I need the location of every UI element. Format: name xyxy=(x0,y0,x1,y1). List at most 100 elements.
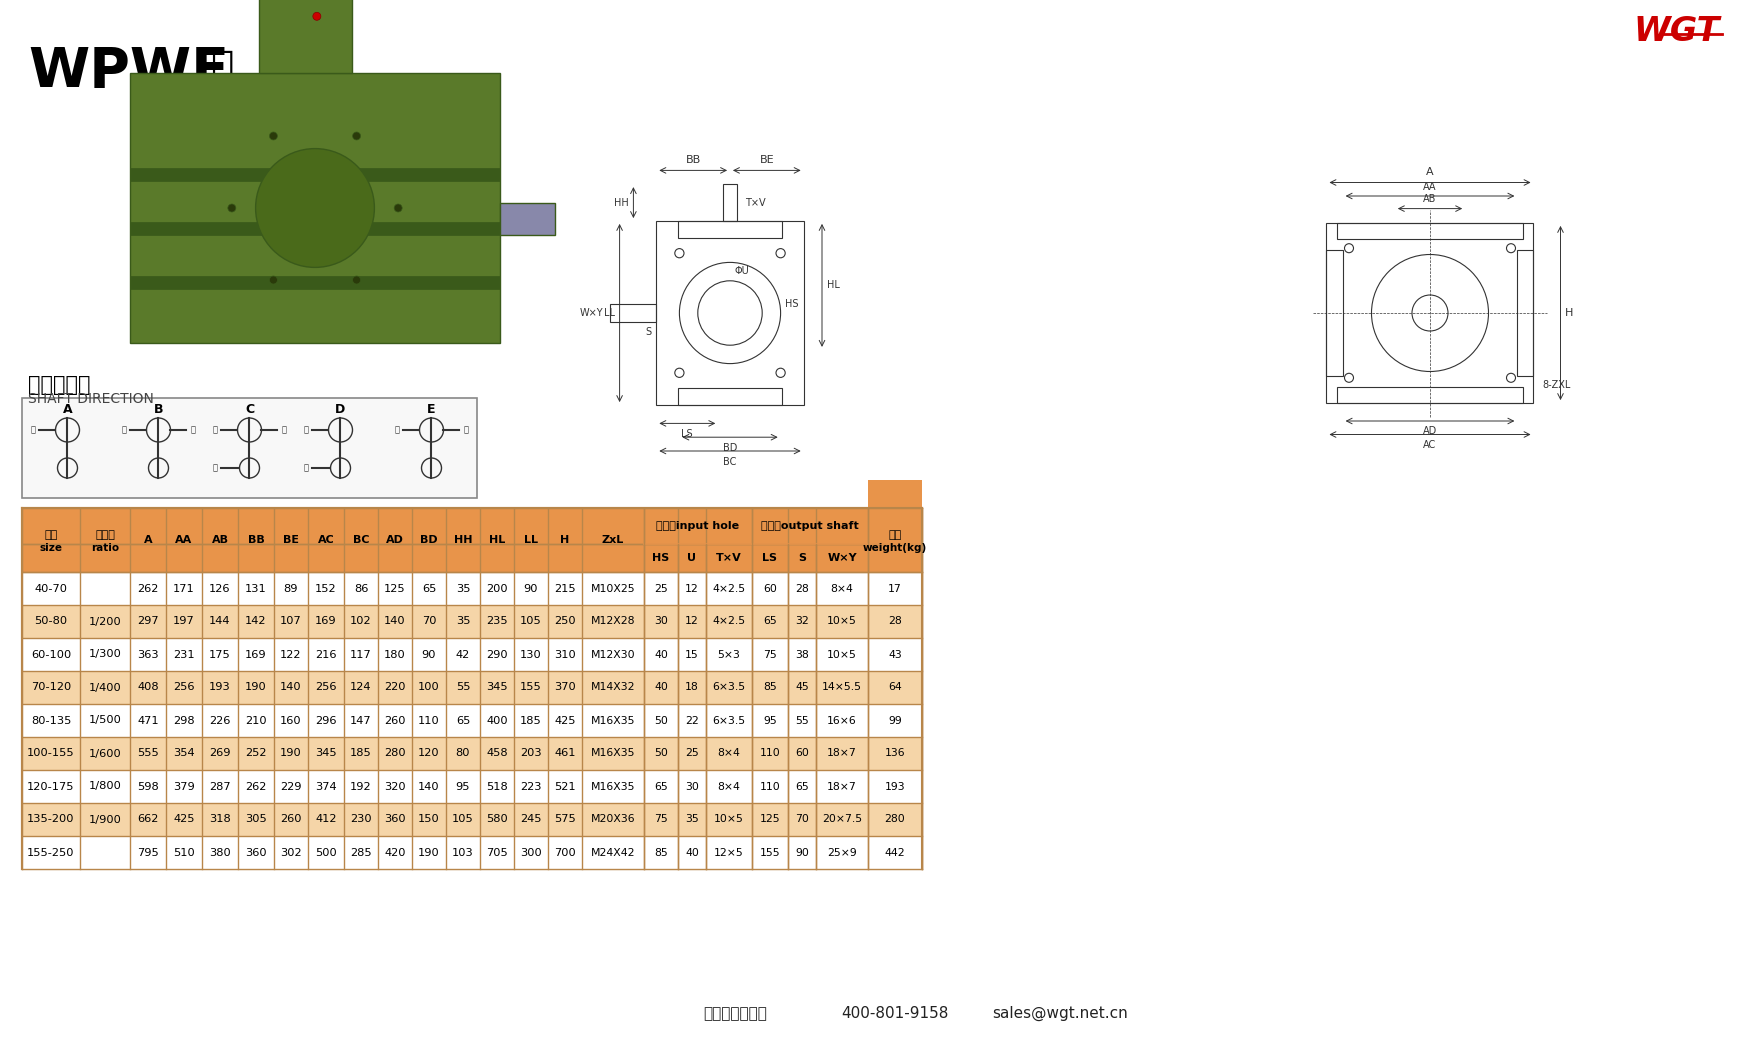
Text: 90: 90 xyxy=(796,848,810,857)
Text: BB: BB xyxy=(248,535,265,545)
Text: 出: 出 xyxy=(213,426,218,435)
Text: 100-155: 100-155 xyxy=(28,749,75,758)
Text: AD: AD xyxy=(1422,427,1438,436)
Text: 85: 85 xyxy=(654,848,668,857)
Text: 70-120: 70-120 xyxy=(31,682,72,693)
Text: 30: 30 xyxy=(686,781,700,792)
Text: 345: 345 xyxy=(316,749,337,758)
Text: 310: 310 xyxy=(555,650,576,659)
Text: 10×5: 10×5 xyxy=(714,815,743,825)
Text: 320: 320 xyxy=(384,781,407,792)
Text: 65: 65 xyxy=(654,781,668,792)
Text: 15: 15 xyxy=(686,650,700,659)
Text: 110: 110 xyxy=(759,781,780,792)
Text: 出力軸output shaft: 出力軸output shaft xyxy=(761,522,859,531)
Text: 12: 12 xyxy=(686,616,700,627)
Bar xyxy=(23,638,921,671)
Text: 380: 380 xyxy=(209,848,230,857)
Text: 147: 147 xyxy=(351,715,372,726)
Text: BE: BE xyxy=(283,535,298,545)
Bar xyxy=(23,398,476,498)
Text: W×Y: W×Y xyxy=(827,553,857,563)
Text: 226: 226 xyxy=(209,715,230,726)
Text: 入: 入 xyxy=(213,463,218,472)
Text: 30: 30 xyxy=(654,616,668,627)
Text: 200: 200 xyxy=(487,583,508,593)
Bar xyxy=(129,275,501,289)
Text: size: size xyxy=(40,543,63,553)
Text: 入: 入 xyxy=(30,426,35,435)
Text: 125: 125 xyxy=(384,583,407,593)
Text: 171: 171 xyxy=(173,583,195,593)
Circle shape xyxy=(394,204,401,212)
Text: 220: 220 xyxy=(384,682,407,693)
Text: sales@wgt.net.cn: sales@wgt.net.cn xyxy=(993,1005,1127,1021)
Bar xyxy=(1326,250,1342,375)
Text: 379: 379 xyxy=(173,781,195,792)
Text: BC: BC xyxy=(352,535,370,545)
Text: 461: 461 xyxy=(555,749,576,758)
Text: 287: 287 xyxy=(209,781,230,792)
Text: 102: 102 xyxy=(351,616,372,627)
Bar xyxy=(23,704,921,737)
Text: 8×4: 8×4 xyxy=(717,749,740,758)
Text: 减速比: 减速比 xyxy=(94,530,115,540)
Text: 32: 32 xyxy=(796,616,810,627)
Text: 40: 40 xyxy=(686,848,700,857)
Circle shape xyxy=(312,13,321,20)
Text: 280: 280 xyxy=(384,749,407,758)
Text: 425: 425 xyxy=(555,715,576,726)
Text: 160: 160 xyxy=(281,715,302,726)
Bar xyxy=(23,671,921,704)
Text: 120-175: 120-175 xyxy=(28,781,75,792)
Text: 285: 285 xyxy=(351,848,372,857)
Text: 135-200: 135-200 xyxy=(28,815,75,825)
Circle shape xyxy=(255,148,375,267)
Text: HS: HS xyxy=(785,298,799,309)
Circle shape xyxy=(269,276,277,284)
Bar xyxy=(752,508,867,544)
Circle shape xyxy=(269,132,277,140)
Text: 110: 110 xyxy=(759,749,780,758)
Text: 18: 18 xyxy=(686,682,700,693)
Text: SHAFT DIRECTION: SHAFT DIRECTION xyxy=(28,392,154,406)
Text: 193: 193 xyxy=(885,781,906,792)
Text: 575: 575 xyxy=(555,815,576,825)
Text: 345: 345 xyxy=(487,682,508,693)
Text: HL: HL xyxy=(827,281,839,290)
Text: 360: 360 xyxy=(384,815,407,825)
Text: BB: BB xyxy=(686,154,701,165)
Text: BE: BE xyxy=(759,154,775,165)
Text: 252: 252 xyxy=(246,749,267,758)
Text: 8-ZXL: 8-ZXL xyxy=(1543,380,1570,390)
Text: 25: 25 xyxy=(654,583,668,593)
Text: 442: 442 xyxy=(885,848,906,857)
Text: H: H xyxy=(1565,308,1574,318)
Text: 408: 408 xyxy=(138,682,159,693)
Text: C: C xyxy=(244,403,255,416)
Text: 入: 入 xyxy=(281,426,286,435)
Text: 124: 124 xyxy=(351,682,372,693)
Text: 280: 280 xyxy=(885,815,906,825)
Text: 6×3.5: 6×3.5 xyxy=(712,682,745,693)
Text: 25: 25 xyxy=(686,749,700,758)
Text: 305: 305 xyxy=(244,815,267,825)
Text: 86: 86 xyxy=(354,583,368,593)
Text: 185: 185 xyxy=(520,715,543,726)
Text: 80-135: 80-135 xyxy=(31,715,72,726)
Text: 518: 518 xyxy=(487,781,508,792)
Text: 65: 65 xyxy=(796,781,810,792)
Text: M14X32: M14X32 xyxy=(592,682,635,693)
Bar xyxy=(867,480,921,544)
Text: BD: BD xyxy=(421,535,438,545)
Text: 354: 354 xyxy=(173,749,195,758)
Text: 出: 出 xyxy=(394,426,400,435)
Text: AA: AA xyxy=(176,535,192,545)
Text: 126: 126 xyxy=(209,583,230,593)
Text: 50: 50 xyxy=(654,749,668,758)
Text: 95: 95 xyxy=(455,781,469,792)
Bar xyxy=(23,508,921,544)
Text: HL: HL xyxy=(489,535,504,545)
Text: B: B xyxy=(154,403,164,416)
Text: W×Y: W×Y xyxy=(579,308,604,318)
